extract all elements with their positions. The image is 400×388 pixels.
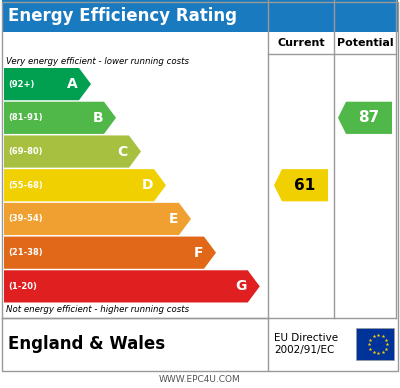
Text: Energy Efficiency Rating: Energy Efficiency Rating bbox=[8, 7, 237, 25]
Text: F: F bbox=[194, 246, 203, 260]
Text: (21-38): (21-38) bbox=[8, 248, 43, 257]
Text: Very energy efficient - lower running costs: Very energy efficient - lower running co… bbox=[6, 57, 189, 66]
Bar bbox=[356, 328, 394, 360]
Polygon shape bbox=[338, 102, 392, 134]
Text: Not energy efficient - higher running costs: Not energy efficient - higher running co… bbox=[6, 305, 189, 315]
Polygon shape bbox=[4, 68, 91, 100]
Text: C: C bbox=[118, 145, 128, 159]
Text: (55-68): (55-68) bbox=[8, 181, 43, 190]
Text: (81-91): (81-91) bbox=[8, 113, 43, 122]
Polygon shape bbox=[4, 102, 116, 134]
Polygon shape bbox=[4, 237, 216, 269]
Text: EU Directive: EU Directive bbox=[274, 333, 338, 343]
Polygon shape bbox=[4, 169, 166, 201]
Text: 87: 87 bbox=[358, 110, 380, 125]
Polygon shape bbox=[4, 203, 191, 235]
Text: England & Wales: England & Wales bbox=[8, 335, 165, 353]
Text: Potential: Potential bbox=[337, 38, 393, 48]
Text: WWW.EPC4U.COM: WWW.EPC4U.COM bbox=[159, 374, 241, 383]
Polygon shape bbox=[4, 135, 141, 168]
Text: 2002/91/EC: 2002/91/EC bbox=[274, 345, 334, 355]
Bar bbox=[2, 0, 398, 32]
Text: (92+): (92+) bbox=[8, 80, 34, 88]
Text: (1-20): (1-20) bbox=[8, 282, 37, 291]
Text: B: B bbox=[92, 111, 103, 125]
Text: Current: Current bbox=[277, 38, 325, 48]
Text: 61: 61 bbox=[294, 178, 316, 193]
Text: (69-80): (69-80) bbox=[8, 147, 42, 156]
Text: E: E bbox=[168, 212, 178, 226]
Text: G: G bbox=[235, 279, 247, 293]
Polygon shape bbox=[4, 270, 260, 303]
Text: D: D bbox=[142, 178, 153, 192]
Polygon shape bbox=[274, 169, 328, 201]
Text: A: A bbox=[67, 77, 78, 91]
Text: (39-54): (39-54) bbox=[8, 215, 43, 223]
